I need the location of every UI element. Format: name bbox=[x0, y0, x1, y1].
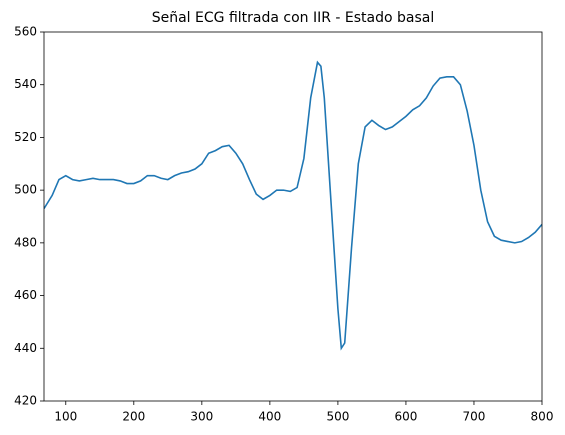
y-tick-label: 560 bbox=[14, 25, 37, 39]
y-tick-label: 440 bbox=[14, 341, 37, 355]
x-tick-label: 500 bbox=[326, 410, 349, 424]
y-tick-label: 480 bbox=[14, 235, 37, 249]
x-tick-label: 200 bbox=[122, 410, 145, 424]
x-tick-label: 700 bbox=[463, 410, 486, 424]
y-tick-label: 520 bbox=[14, 130, 37, 144]
y-tick-label: 540 bbox=[14, 77, 37, 91]
chart-title: Señal ECG filtrada con IIR - Estado basa… bbox=[152, 10, 435, 26]
x-tick-label: 600 bbox=[394, 410, 417, 424]
y-tick-label: 500 bbox=[14, 183, 37, 197]
y-tick-label: 460 bbox=[14, 288, 37, 302]
y-tick-label: 420 bbox=[14, 394, 37, 408]
x-tick-label: 300 bbox=[190, 410, 213, 424]
x-tick-label: 800 bbox=[531, 410, 554, 424]
line-series bbox=[44, 60, 542, 351]
x-tick-label: 400 bbox=[258, 410, 281, 424]
x-tick-label: 100 bbox=[54, 410, 77, 424]
plot-frame bbox=[43, 31, 543, 402]
